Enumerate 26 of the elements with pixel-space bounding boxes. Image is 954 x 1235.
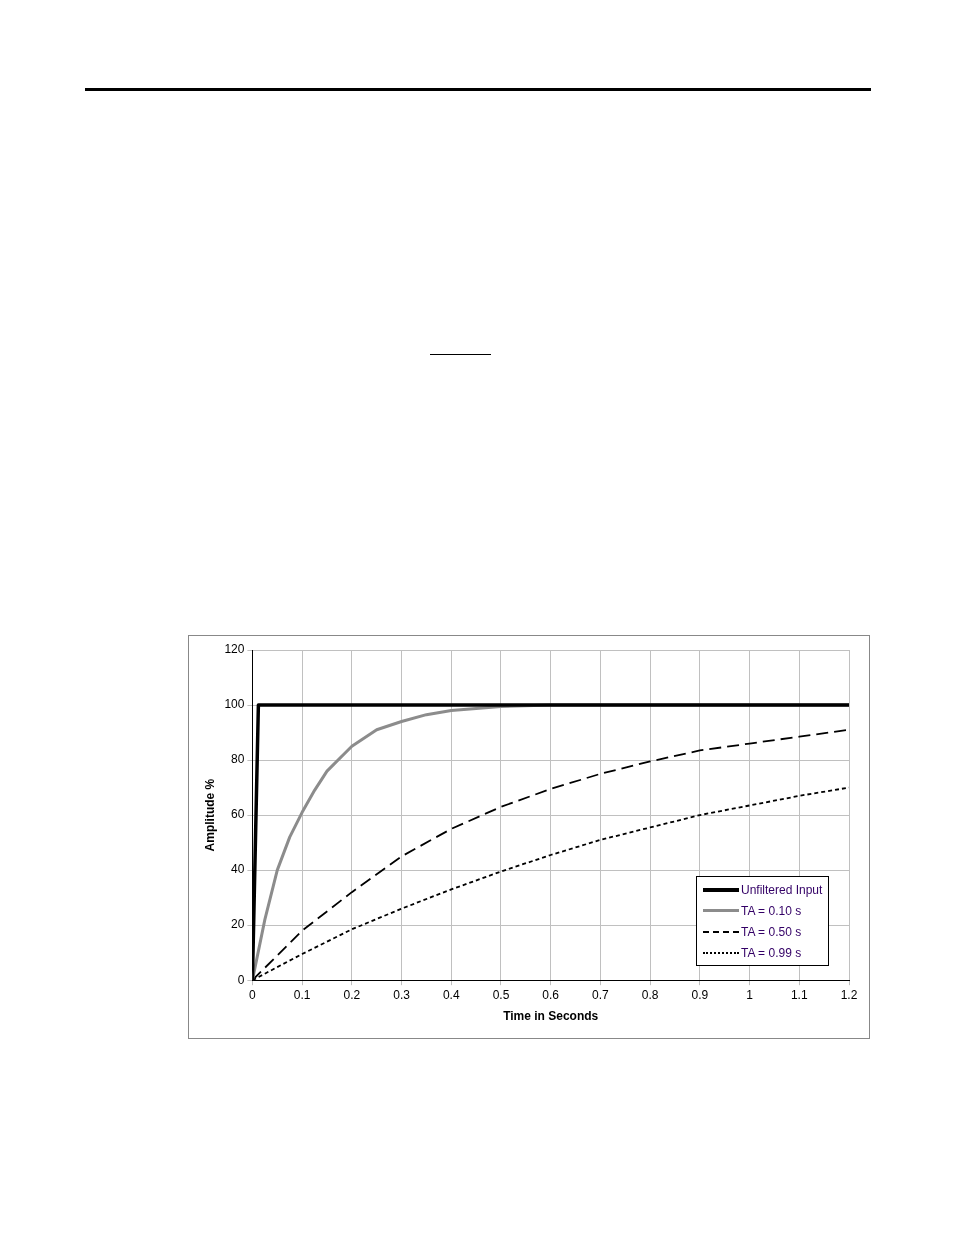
x-tick-label: 0.8 [641, 987, 659, 1002]
x-tick-label: 0.1 [293, 987, 311, 1002]
y-tick-label: 20 [231, 917, 245, 932]
x-tick-label: 0.6 [542, 987, 560, 1002]
x-tick-label: 0 [249, 987, 257, 1002]
x-tick-label: 0.9 [691, 987, 709, 1002]
y-tick-label: 0 [237, 972, 245, 987]
y-tick-label: 40 [231, 862, 245, 877]
x-tick-label: 0.2 [343, 987, 361, 1002]
y-axis-title: Amplitude % [202, 778, 217, 852]
x-tick-label: 0.5 [492, 987, 510, 1002]
x-tick-label: 1.2 [840, 987, 858, 1002]
legend-label: TA = 0.99 s [741, 945, 802, 960]
legend-label: TA = 0.50 s [741, 924, 802, 939]
x-tick-label: 0.7 [592, 987, 610, 1002]
x-tick-label: 0.4 [442, 987, 460, 1002]
legend-label: Unfiltered Input [741, 882, 823, 897]
y-tick-label: 80 [231, 752, 245, 767]
y-tick-label: 100 [224, 697, 245, 712]
y-tick-label: 120 [224, 642, 245, 657]
x-tick-label: 1 [746, 987, 754, 1002]
x-tick-label: 0.3 [393, 987, 411, 1002]
legend-label: TA = 0.10 s [741, 903, 802, 918]
y-tick-label: 60 [231, 807, 245, 822]
x-tick-label: 1.1 [790, 987, 808, 1002]
x-axis-title: Time in Seconds [503, 1009, 599, 1024]
